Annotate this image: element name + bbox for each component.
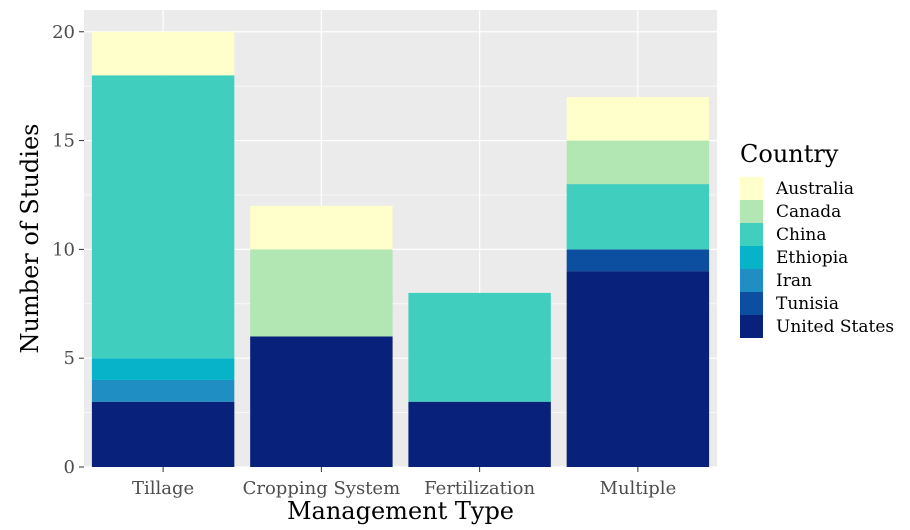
bar-segment-tunisia <box>566 249 710 272</box>
bar-segment-united-states <box>408 401 551 467</box>
legend: Country Australia Canada China Ethiopia Iran… <box>740 140 894 338</box>
legend-key <box>740 269 763 292</box>
y-tick-label: 20 <box>52 22 75 43</box>
bar-segment-australia <box>91 31 235 76</box>
legend-label: China <box>776 225 826 245</box>
bar-segment-china <box>408 292 551 402</box>
y-tick-label: 5 <box>64 348 75 369</box>
legend-key <box>740 315 763 338</box>
legend-label: Tunisia <box>776 294 839 314</box>
bar-segment-china <box>91 75 235 359</box>
legend-label: Ethiopia <box>776 248 848 268</box>
bar-segment-iran <box>91 379 235 402</box>
bar-segment-australia <box>566 97 710 141</box>
y-tick-label: 15 <box>52 131 75 152</box>
bar-segment-canada <box>566 140 710 185</box>
legend-title: Country <box>740 140 839 168</box>
bar-segment-canada <box>250 249 393 337</box>
bar-segment-china <box>566 184 710 250</box>
legend-key <box>740 223 763 246</box>
bar-segment-united-states <box>566 271 710 467</box>
x-axis-title: Management Type <box>287 497 514 525</box>
legend-label: Iran <box>776 271 812 291</box>
legend-label: Australia <box>775 179 854 199</box>
x-tick-label: Cropping System <box>243 478 401 499</box>
x-tick-label: Tillage <box>132 478 194 499</box>
bars <box>91 31 710 467</box>
y-tick-label: 0 <box>64 457 75 478</box>
x-tick-label: Multiple <box>600 478 677 499</box>
legend-key <box>740 292 763 315</box>
legend-key <box>740 177 763 200</box>
legend-label: United States <box>776 317 894 337</box>
bar-segment-united-states <box>250 336 393 467</box>
legend-label: Canada <box>776 202 841 222</box>
legend-key <box>740 200 763 223</box>
legend-key <box>740 246 763 269</box>
y-tick-label: 10 <box>52 239 75 260</box>
bar-segment-united-states <box>91 401 235 467</box>
x-axis: Tillage Cropping System Fertilization Multi… <box>132 467 676 499</box>
bar-segment-ethiopia <box>91 358 235 380</box>
bar-segment-australia <box>250 205 393 250</box>
y-axis-title: Number of Studies <box>16 124 44 354</box>
y-axis: 0 5 10 15 20 <box>52 22 84 478</box>
x-tick-label: Fertilization <box>424 478 535 499</box>
